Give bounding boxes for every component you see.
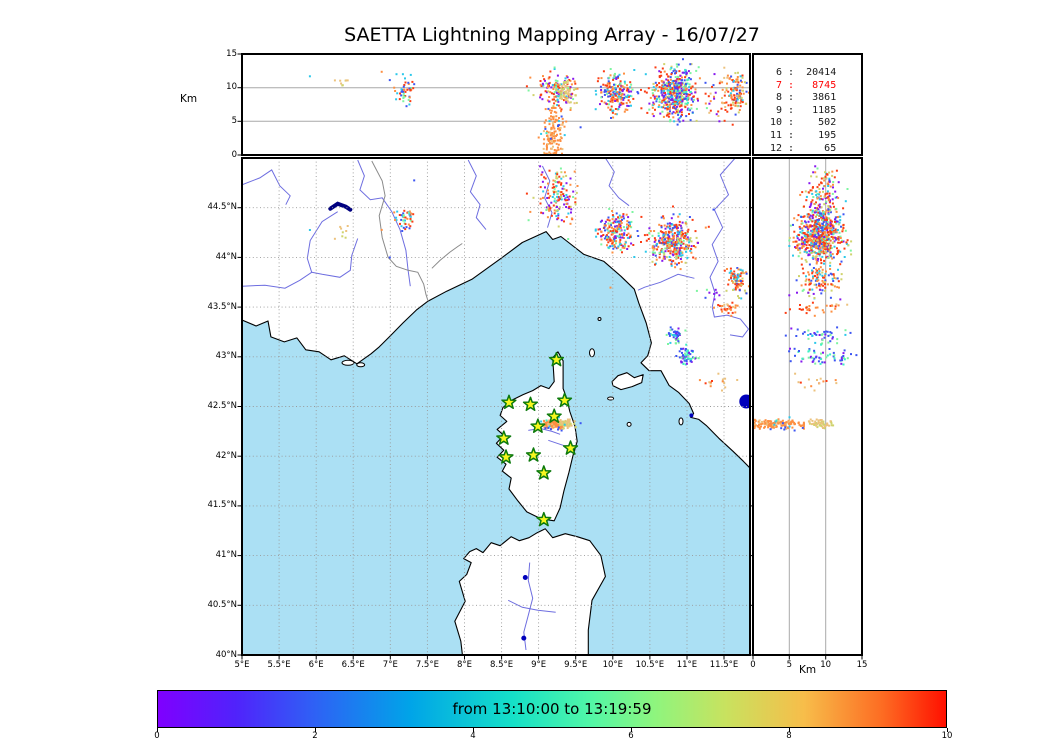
map-scatter-layer	[308, 165, 750, 432]
lat-tick-label: 44°N	[215, 251, 237, 262]
stats-row: 11 : 195	[770, 129, 837, 141]
lon-tick-label: 6.5°E	[341, 660, 365, 670]
islet	[626, 421, 632, 427]
colorbar-tick-label: 0	[154, 731, 160, 741]
altitude-axis-label-right: Km	[798, 664, 817, 676]
lat-tick-label: 40°N	[215, 649, 237, 660]
islet	[678, 417, 684, 426]
station-star	[546, 408, 562, 424]
station-star	[548, 351, 565, 367]
stats-row: 6 : 20414	[770, 67, 837, 78]
lon-tick-label: 7.5°E	[415, 660, 439, 670]
map-panel	[237, 157, 751, 660]
lon-tick-label: 9°E	[531, 660, 547, 670]
alt-tick-label-right: 10	[820, 660, 832, 670]
lat-tick-label: 42°N	[215, 450, 237, 461]
stats-row: 12 : 65	[770, 142, 837, 154]
alt-tick-label-right: 0	[750, 660, 756, 670]
colorbar-tick-mark	[473, 728, 474, 732]
station-star	[498, 449, 514, 464]
lon-tick-label: 5.5°E	[267, 660, 291, 670]
altitude-longitude-panel	[237, 53, 751, 156]
altitude-latitude-panel	[749, 157, 863, 660]
lat-tick-label: 41°N	[215, 550, 237, 561]
station-star	[536, 511, 552, 527]
islet	[607, 396, 615, 401]
colorbar-tick-mark	[631, 728, 632, 732]
alt-tick-label-right: 5	[786, 660, 793, 670]
station-star	[562, 440, 579, 455]
colorbar-time-label: from 13:10:00 to 13:19:59	[452, 700, 652, 718]
top-scatter-layer	[308, 58, 750, 155]
figure-title: SAETTA Lightning Mapping Array - 16/07/2…	[344, 24, 760, 46]
colorbar-tick-mark	[947, 728, 948, 732]
stats-row: 10 : 502	[770, 117, 837, 129]
land-corsica	[495, 351, 578, 522]
land-elba	[611, 372, 644, 391]
lat-tick-label: 43°N	[215, 351, 237, 362]
lon-tick-label: 11°E	[676, 660, 698, 670]
station-star	[522, 396, 539, 412]
stats-row: 9 : 1185	[770, 104, 837, 116]
stats-row: 7 : 8745	[770, 79, 837, 91]
colorbar-tick-label: 6	[628, 731, 634, 741]
lat-tick-label: 42.5°N	[207, 401, 237, 411]
station-star	[525, 447, 542, 462]
colorbar-tick-mark	[315, 728, 316, 732]
lon-tick-label: 5°E	[234, 660, 250, 670]
station-star	[501, 394, 517, 410]
station-star	[530, 418, 546, 433]
lon-tick-label: 11.5°E	[709, 660, 739, 670]
lon-tick-label: 10°E	[602, 660, 624, 670]
islet	[589, 348, 595, 358]
land-sardinia	[454, 528, 606, 655]
alt-tick-label-top: 0	[231, 149, 237, 160]
station-star	[557, 392, 573, 408]
colorbar-tick-label: 8	[786, 731, 792, 741]
lat-tick-label: 41.5°N	[207, 500, 237, 511]
islet	[341, 359, 355, 366]
lon-tick-label: 8°E	[456, 660, 472, 670]
colorbar-tick-mark	[157, 728, 158, 732]
flash-count-panel: 6 : 20414 7 : 8745 8 : 3861 9 : 1185 10 :…	[752, 53, 863, 156]
lon-tick-label: 10.5°E	[635, 660, 665, 670]
station-star	[536, 465, 552, 480]
colorbar-tick-label: 4	[470, 731, 476, 741]
altitude-axis-label-top: Km	[180, 93, 198, 105]
stations-layer	[496, 351, 579, 527]
colorbar-tick-label: 10	[941, 731, 953, 741]
lat-tick-label: 43.5°N	[207, 301, 237, 312]
colorbar-tick-label: 2	[312, 731, 318, 741]
lon-tick-label: 8.5°E	[489, 660, 514, 670]
lon-tick-label: 7°E	[382, 660, 398, 670]
station-star	[496, 430, 512, 445]
alt-tick-label-top: 15	[226, 48, 237, 59]
lat-tick-label: 40.5°N	[207, 599, 237, 610]
lon-tick-label: 6°E	[308, 660, 324, 670]
colorbar: from 13:10:00 to 13:19:59	[157, 690, 947, 728]
stats-row: 8 : 3861	[770, 92, 837, 104]
alt-tick-label-top: 5	[231, 115, 237, 126]
alt-tick-label-right: 15	[856, 660, 868, 670]
lakes	[328, 201, 750, 641]
islet	[597, 317, 602, 321]
alt-tick-label-top: 10	[226, 82, 237, 93]
islet	[356, 362, 366, 368]
lat-tick-label: 44.5°N	[207, 202, 237, 213]
colorbar-tick-mark	[789, 728, 790, 732]
lon-tick-label: 9.5°E	[564, 660, 588, 670]
right-scatter-layer	[753, 165, 858, 432]
admin-borders	[371, 160, 463, 302]
